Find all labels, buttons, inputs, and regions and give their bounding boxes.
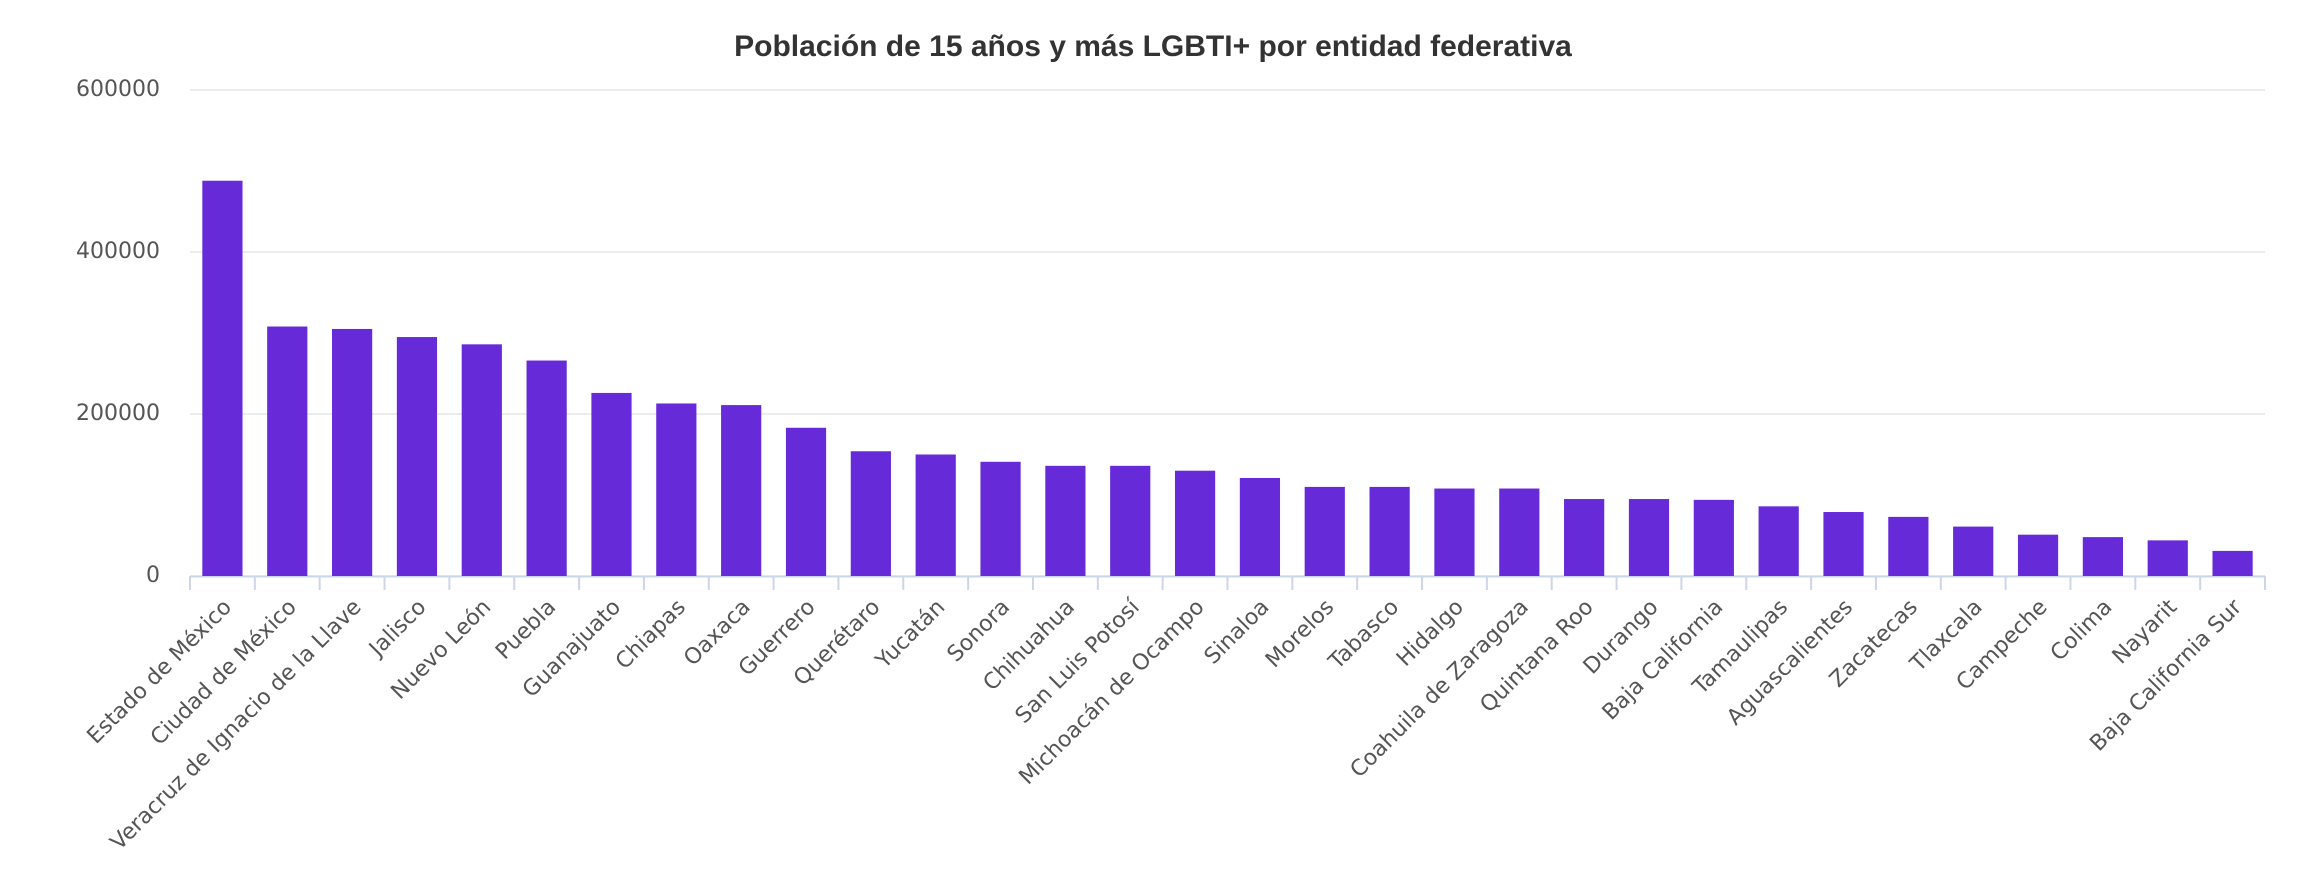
bar (656, 403, 697, 576)
bar (980, 461, 1021, 576)
bar (1304, 486, 1345, 576)
bar (1239, 477, 1281, 576)
x-tick-label: Yucatán (871, 595, 951, 675)
bar (1369, 486, 1410, 576)
y-tick-label: 600000 (76, 77, 160, 102)
bar (1953, 526, 1994, 576)
bar (1888, 516, 1929, 576)
x-tick-label: Tabasco (1324, 595, 1404, 675)
bar (2147, 540, 2188, 576)
y-tick-label: 400000 (76, 239, 160, 264)
bar (1758, 506, 1799, 576)
bar (721, 405, 762, 576)
bar (1174, 470, 1216, 576)
bar (850, 451, 891, 576)
bar (1628, 499, 1670, 576)
bar (1823, 512, 1864, 576)
x-tick-label: Baja California (1598, 595, 1729, 726)
y-tick-label: 200000 (76, 401, 160, 426)
bar (2017, 534, 2059, 576)
x-tick-label: Chiapas (611, 595, 691, 675)
bar (2212, 550, 2253, 576)
bar (915, 454, 956, 576)
bar (1564, 499, 1605, 576)
bar (1045, 465, 1086, 576)
chart-title: Población de 15 años y más LGBTI+ por en… (734, 30, 1572, 63)
x-tick-label: Quintana Roo (1476, 595, 1599, 718)
bar (267, 326, 308, 576)
bar (526, 360, 567, 576)
bar (202, 180, 243, 576)
bar (591, 392, 632, 576)
bar (461, 344, 502, 576)
x-tick-label: Veracruz de Ignacio de la Llave (106, 595, 367, 856)
y-tick-label: 0 (146, 563, 160, 588)
bar (396, 337, 438, 576)
bar (2082, 537, 2123, 576)
x-tick-label: Colima (2046, 595, 2117, 666)
bar (1110, 465, 1151, 576)
bar (785, 427, 827, 576)
bar (1434, 488, 1475, 576)
bar (1693, 499, 1734, 576)
bar (332, 328, 373, 576)
bar (1499, 488, 1540, 576)
